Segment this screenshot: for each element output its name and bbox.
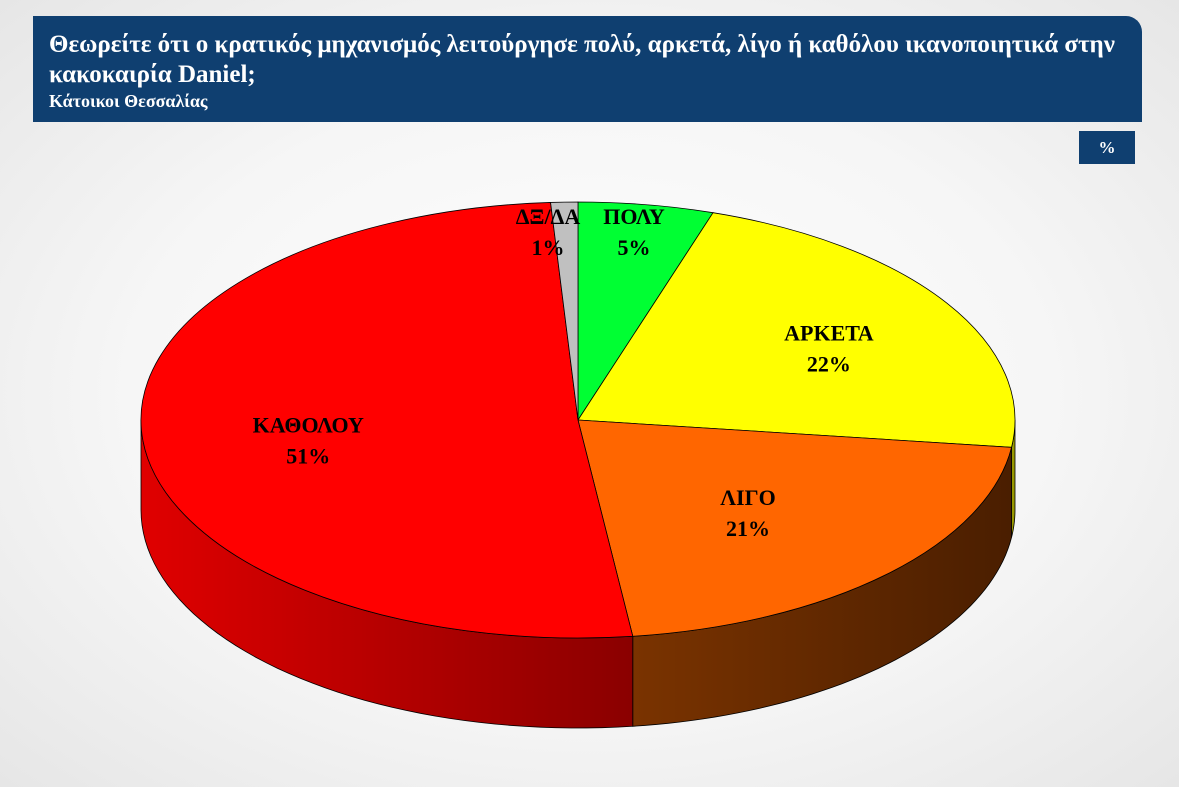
pie-slice-δξ-δα — [550, 201, 579, 421]
title-banner: Θεωρείτε ότι ο κρατικός μηχανισμός λειτο… — [33, 16, 1142, 122]
slice-label-πολυ: ΠΟΛΥ — [603, 204, 665, 229]
slice-value-πολυ: 5% — [618, 235, 651, 260]
slice-value-καθολου: 51% — [286, 444, 330, 469]
pie-slice-λιγο — [577, 419, 1013, 637]
slice-value-δξ-δα: 1% — [532, 235, 565, 260]
slice-label-καθολου: ΚΑΘΟΛΟΥ — [253, 413, 364, 438]
slice-label-δξ-δα: ΔΞ/ΔΑ — [516, 204, 581, 229]
pie-slice-αρκετα — [577, 212, 1016, 448]
chart-title: Θεωρείτε ότι ο κρατικός μηχανισμός λειτο… — [49, 31, 1115, 88]
slice-label-αρκετα: ΑΡΚΕΤΑ — [784, 321, 874, 346]
pie-tops — [140, 201, 1016, 639]
pie-labels: ΠΟΛΥ 5% ΑΡΚΕΤΑ 22% ΛΙΓΟ 21% ΚΑΘΟΛΟΥ 51% ΔΞ/ΔΑ 1% — [253, 204, 874, 541]
pie-slice-καθολου — [140, 202, 634, 639]
slice-label-λιγο: ΛΙΓΟ — [720, 485, 775, 510]
slice-value-λιγο: 21% — [726, 516, 770, 541]
unit-badge: % — [1079, 131, 1135, 164]
slice-value-αρκετα: 22% — [807, 352, 851, 377]
chart-subtitle: Κάτοικοι Θεσσαλίας — [49, 91, 208, 111]
